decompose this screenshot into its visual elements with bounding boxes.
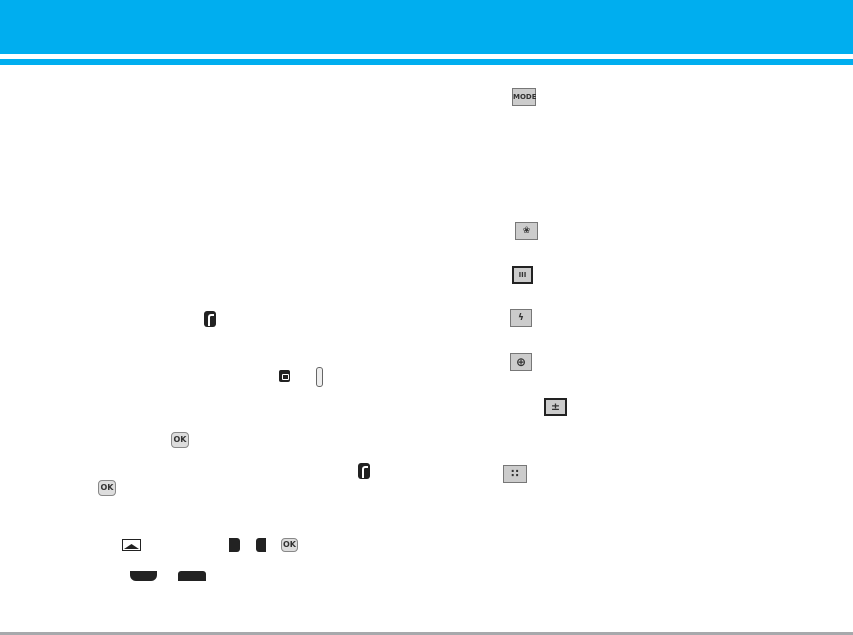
r-key-icon xyxy=(358,463,370,479)
soft-key-icon xyxy=(256,538,266,552)
header-band xyxy=(0,0,853,54)
ok-key-icon: OK xyxy=(171,432,189,448)
header-rule xyxy=(0,59,853,65)
soft-key-icon xyxy=(229,538,240,552)
footer-rule xyxy=(0,632,853,635)
battery-icon: III xyxy=(512,266,533,284)
zoom-icon: ⊕ xyxy=(510,353,532,371)
side-key-icon xyxy=(316,367,323,387)
left-softkey-icon xyxy=(130,571,157,581)
flash-icon: ϟ xyxy=(510,309,532,327)
camera-key-icon xyxy=(279,370,290,382)
mode-icon: MODE xyxy=(512,88,537,106)
r-key-icon xyxy=(204,311,216,327)
ok-key-icon: OK xyxy=(281,538,298,552)
scene-icon: ❀ xyxy=(515,222,538,240)
resolution-icon: ∷ xyxy=(503,465,527,483)
right-softkey-icon xyxy=(178,571,206,581)
ok-key-icon: OK xyxy=(98,480,116,496)
landscape-icon xyxy=(122,539,141,551)
exposure-icon: ± xyxy=(544,398,567,416)
